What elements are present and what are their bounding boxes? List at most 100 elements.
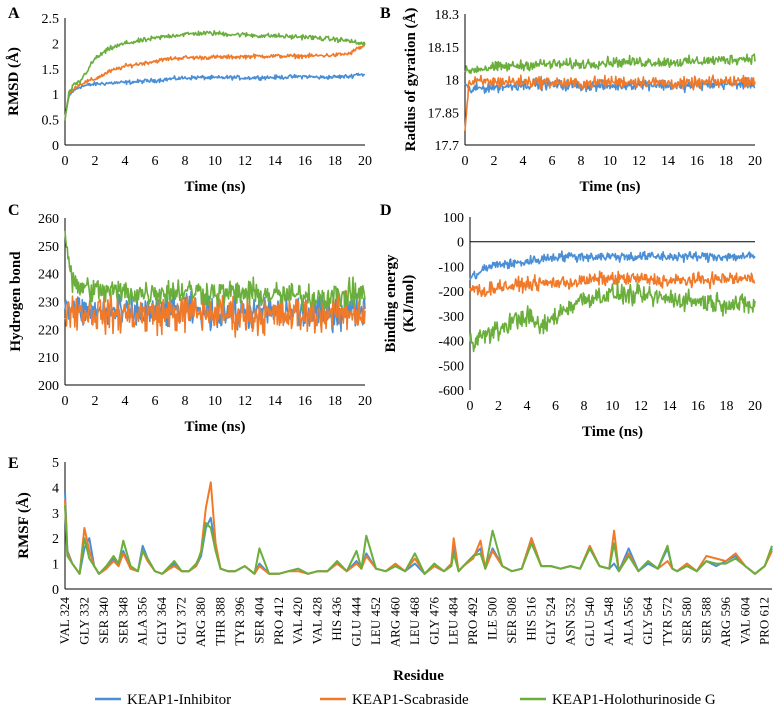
panel-d: D -600 -500 -400 -300 -200 -100 0 100 0 2 4 6 8 10 12 14… bbox=[380, 202, 762, 440]
x-tick-label: 12 bbox=[632, 154, 646, 169]
residue-tick-label: HIS 436 bbox=[329, 597, 344, 641]
y-tick-label: 230 bbox=[38, 296, 59, 311]
y-axis-label: Hydrogen bond bbox=[8, 251, 24, 352]
x-tick-label: 14 bbox=[268, 394, 282, 409]
x-tick-label: 18 bbox=[720, 399, 734, 414]
y-tick-label: -600 bbox=[438, 384, 464, 399]
y-tick-label: -300 bbox=[438, 310, 464, 325]
residue-tick-label: ALA 556 bbox=[621, 597, 636, 646]
series-line-2 bbox=[64, 289, 366, 338]
x-tick-label: 8 bbox=[578, 154, 585, 169]
y-tick-label: 1 bbox=[52, 558, 59, 573]
y-tick-label: 4 bbox=[52, 481, 59, 496]
residue-tick-label: LEU 452 bbox=[368, 597, 383, 645]
x-axis-label: Time (ns) bbox=[185, 419, 246, 435]
panel-a: A 0 0.5 1 1.5 2 2.5 0 2 4 6 8 10 12 14 16 18 20 Time (ns) R… bbox=[6, 5, 372, 195]
y-tick-label: 0 bbox=[52, 139, 59, 154]
x-tick-label: 16 bbox=[690, 154, 704, 169]
y-tick-label: 2 bbox=[52, 532, 59, 547]
residue-tick-label: SER 348 bbox=[115, 597, 130, 644]
x-tick-label: 6 bbox=[552, 399, 559, 414]
x-tick-label: 14 bbox=[663, 399, 677, 414]
y-tick-label: 250 bbox=[38, 240, 59, 255]
legend-entry: KEAP1-Holothurinoside G bbox=[552, 692, 716, 708]
residue-tick-label: VAL 604 bbox=[737, 597, 752, 645]
legend: KEAP1-Inhibitor KEAP1-Scabraside KEAP1-Hol… bbox=[95, 692, 716, 708]
series-line-2 bbox=[64, 44, 366, 120]
residue-tick-label: PRO 612 bbox=[757, 597, 772, 645]
residue-tick-label: LEU 484 bbox=[446, 597, 461, 646]
residue-tick-label: GLU 444 bbox=[349, 597, 364, 647]
x-axis-label: Time (ns) bbox=[582, 424, 643, 440]
x-tick-label: 10 bbox=[208, 394, 222, 409]
y-tick-label: -200 bbox=[438, 285, 464, 300]
residue-tick-label: SER 508 bbox=[504, 597, 519, 644]
y-tick-label: 18.15 bbox=[428, 41, 460, 56]
series-line-2 bbox=[469, 270, 756, 298]
panel-letter: E bbox=[8, 455, 19, 472]
y-tick-label: 1 bbox=[52, 88, 59, 103]
x-tick-label: 10 bbox=[208, 154, 222, 169]
panel-b: B 17.7 17.85 18 18.15 18.3 0 2 4 6 8 10 12 14 16 18 20 Ti… bbox=[380, 5, 762, 195]
x-tick-label: 0 bbox=[62, 394, 69, 409]
x-tick-label: 16 bbox=[691, 399, 705, 414]
x-tick-label: 2 bbox=[92, 394, 99, 409]
y-axis-label: RMSF (Å) bbox=[16, 492, 32, 559]
residue-tick-label: GLY 524 bbox=[543, 597, 558, 645]
y-tick-label: 18.3 bbox=[435, 8, 460, 23]
residue-tick-label: VAL 428 bbox=[310, 597, 325, 644]
x-tick-label: 4 bbox=[520, 154, 527, 169]
y-tick-label: -500 bbox=[438, 359, 464, 374]
x-tick-label: 18 bbox=[328, 154, 342, 169]
y-tick-label: 3 bbox=[52, 507, 59, 522]
panel-e: E 0 1 2 3 4 5 VAL 324 GLY 332 SER 340 SER 348 ALA 3… bbox=[8, 455, 773, 684]
panel-letter: A bbox=[8, 5, 20, 22]
x-tick-label: 20 bbox=[748, 154, 762, 169]
series-line-1 bbox=[469, 250, 756, 281]
x-tick-label: 10 bbox=[606, 399, 620, 414]
residue-tick-label: GLY 476 bbox=[426, 597, 441, 645]
residue-tick-label: ALA 548 bbox=[601, 597, 616, 646]
panel-letter: D bbox=[380, 202, 392, 219]
x-tick-label: 2 bbox=[495, 399, 502, 414]
y-axis-label: Radius of gyration (Å) bbox=[403, 8, 419, 152]
x-tick-label: 4 bbox=[524, 399, 531, 414]
y-tick-label: 210 bbox=[38, 351, 59, 366]
residue-tick-label: ALA 356 bbox=[135, 597, 150, 646]
x-axis-label: Time (ns) bbox=[185, 179, 246, 195]
y-tick-label: 17.85 bbox=[428, 106, 460, 121]
y-axis-label: RMSD (Å) bbox=[6, 47, 22, 116]
series-line-1 bbox=[464, 76, 756, 94]
y-tick-label: 0 bbox=[52, 583, 59, 598]
residue-tick-label: THR 388 bbox=[212, 597, 227, 646]
residue-tick-label: GLU 540 bbox=[582, 597, 597, 646]
legend-entry: KEAP1-Inhibitor bbox=[127, 692, 231, 708]
y-tick-label: 220 bbox=[38, 323, 59, 338]
residue-tick-label: SER 404 bbox=[251, 597, 266, 644]
x-tick-label: 4 bbox=[122, 154, 129, 169]
x-tick-label: 14 bbox=[661, 154, 675, 169]
residue-tick-label: VAL 324 bbox=[57, 597, 72, 645]
series-line-3 bbox=[64, 505, 773, 575]
x-tick-label: 10 bbox=[603, 154, 617, 169]
x-tick-label: 6 bbox=[152, 394, 159, 409]
x-tick-label: 14 bbox=[268, 154, 282, 169]
series-line-1 bbox=[64, 72, 366, 120]
residue-tick-label: ARG 380 bbox=[193, 597, 208, 647]
residue-tick-label: ARG 460 bbox=[387, 597, 402, 647]
x-tick-label: 0 bbox=[62, 154, 69, 169]
series-line-3 bbox=[64, 230, 366, 312]
x-tick-label: 0 bbox=[462, 154, 469, 169]
y-tick-label: 18 bbox=[445, 74, 459, 89]
y-tick-label: 0 bbox=[457, 236, 464, 251]
x-tick-label: 20 bbox=[358, 394, 372, 409]
x-tick-label: 0 bbox=[467, 399, 474, 414]
y-axis-label-line1: Binding energy bbox=[383, 254, 399, 352]
x-tick-label: 4 bbox=[122, 394, 129, 409]
y-tick-label: 260 bbox=[38, 212, 59, 227]
panel-letter: C bbox=[8, 202, 20, 219]
y-tick-label: 2 bbox=[52, 37, 59, 52]
residue-tick-label: ILE 500 bbox=[485, 597, 500, 640]
x-tick-label: 8 bbox=[182, 394, 189, 409]
